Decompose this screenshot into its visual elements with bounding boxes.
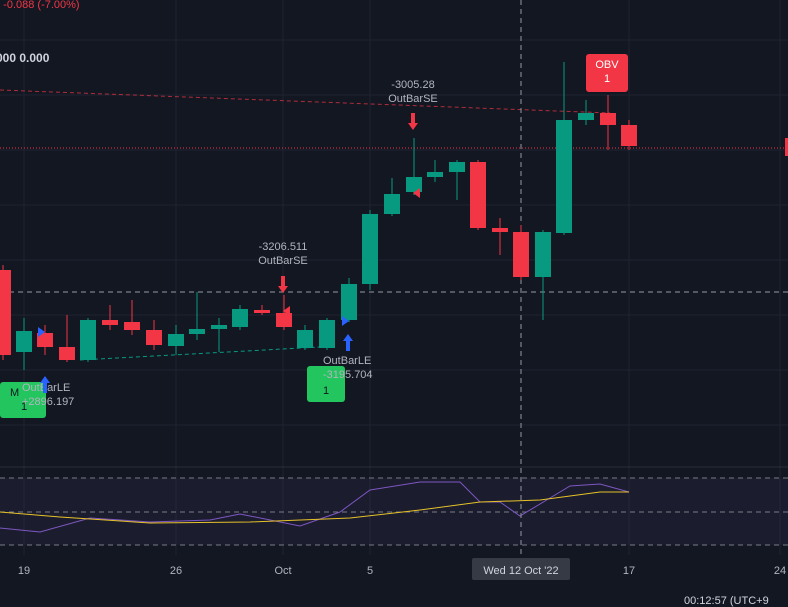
candle-body [254,310,270,313]
candle-body [449,162,465,172]
x-axis [0,555,788,607]
candle-body [600,113,616,125]
candle-body [535,232,551,277]
x-axis-label: 5 [367,565,373,577]
candle-body [168,334,184,346]
badge [586,54,628,92]
candle-body [124,322,140,330]
annotation-label: OutBarLE [323,355,371,367]
badge-title: M [10,387,19,399]
trend-line [79,346,321,361]
candle-body [470,162,486,228]
candle-body [341,284,357,320]
candle-body [406,177,422,192]
candle-body [59,347,75,360]
badge [307,366,345,402]
badge-count: 1 [21,401,27,413]
candle-body [556,120,572,233]
annotation-value: +2896.197 [22,396,74,408]
price-tag [785,138,788,156]
candle-body [80,320,96,360]
x-axis-label: 19 [18,565,30,577]
rsi-band [0,478,788,545]
badge-title: OBV [595,59,619,71]
annotation-value: -3005.28 [391,79,434,91]
candle-body [362,214,378,284]
crosshair-label-bg [472,558,570,580]
candle-body [102,320,118,325]
annotation-value: -3195.704 [323,369,373,381]
clock: 00:12:57 (UTC+9 [684,595,769,607]
indicator-values: 000 0.000 [0,51,50,65]
x-axis-label: 24 [774,565,786,577]
candle-body [232,309,248,327]
candle-body [578,113,594,120]
candle-body [384,194,400,214]
rsi-ma [0,491,629,524]
candle-body [513,232,529,277]
candle-body [16,331,32,352]
annotation-label: OutBarSE [388,93,438,105]
candle-body [276,313,292,327]
candle-body [37,333,53,347]
long-arrows [38,316,353,393]
badge-count: 1 [323,385,329,397]
annotation-value: -3206.511 [259,241,308,253]
x-axis-label: Oct [274,565,291,577]
rsi-line [0,481,630,533]
short-arrows [278,113,420,316]
candle-body [211,325,227,329]
x-axis-label: 26 [170,565,182,577]
x-axis-label: 17 [623,565,635,577]
candle-body [621,125,637,146]
legend-value: 9 -0.088 (-7.00%) [0,0,80,11]
candle-body [0,270,11,355]
candle-body [319,320,335,348]
trend-line [0,89,611,114]
crosshair-label: Wed 12 Oct '22 [483,565,558,577]
candle-body [297,330,313,348]
badge-count: 1 [604,73,610,85]
candle-body [492,228,508,232]
badge [0,382,46,418]
annotation-label: OutBarSE [258,255,308,267]
candle-body [189,329,205,334]
candle-body [146,330,162,345]
candle-body [427,172,443,177]
